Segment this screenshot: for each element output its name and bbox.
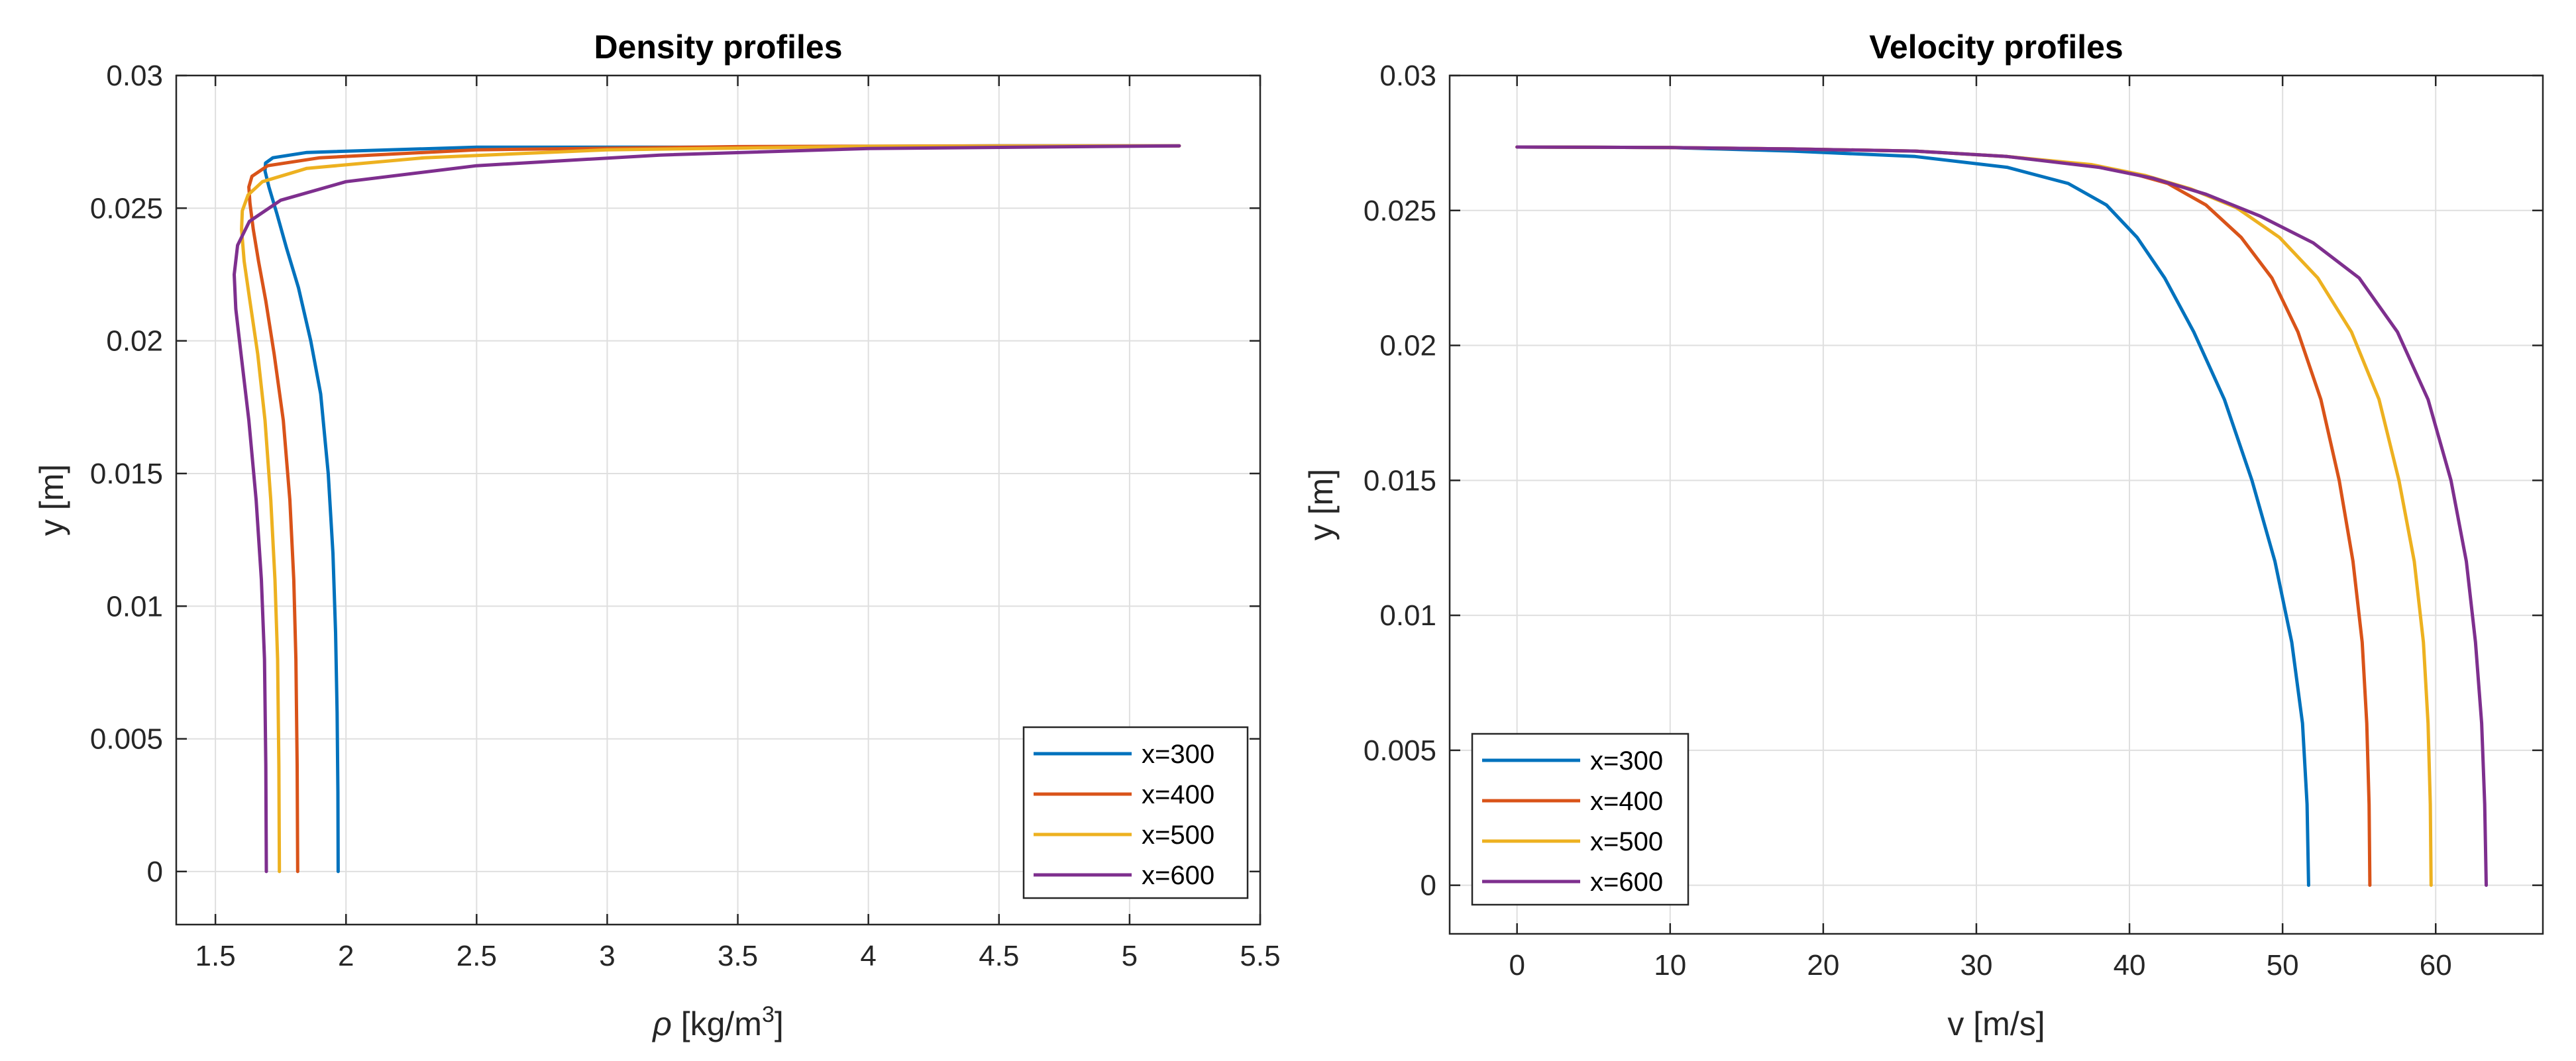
density-unit-exponent: 3	[762, 1002, 775, 1027]
velocity-x-tick-label: 60	[2420, 949, 2452, 982]
velocity-y-tick-label: 0.03	[1379, 60, 1436, 92]
density-series-x-500	[240, 144, 1181, 874]
velocity-x-tick-label: 40	[2114, 949, 2146, 982]
velocity-series-x-600	[1515, 145, 2488, 887]
density-series-x-400	[247, 144, 1181, 874]
density-unit: [kg/m	[672, 1005, 762, 1042]
density-x-tick-label: 3	[599, 940, 615, 972]
velocity-y-tick-label: 0.025	[1364, 195, 1436, 227]
velocity-legend-label: x=500	[1590, 827, 1663, 856]
density-series-x-300	[263, 144, 1181, 874]
density-x-tick-label: 4.5	[979, 940, 1019, 972]
velocity-y-tick-label: 0.01	[1379, 599, 1436, 632]
velocity-x-tick-label: 0	[1509, 949, 1525, 982]
density-x-tick-label: 3.5	[718, 940, 758, 972]
velocity-y-tick-label: 0.02	[1379, 330, 1436, 362]
velocity-series-x-300	[1515, 145, 2310, 887]
density-y-tick-label: 0	[147, 856, 163, 888]
density-y-tick-label: 0.03	[106, 60, 163, 92]
velocity-y-tick-label: 0	[1421, 870, 1436, 902]
density-y-axis-label: y [m]	[33, 464, 70, 536]
density-unit-close: ]	[775, 1005, 784, 1042]
velocity-x-tick-label: 10	[1654, 949, 1686, 982]
density-chart: 1.5 2 2.5 3 3.5 4 4.5 5 5.5 0 0.005 0.01 0.015 0.02 0.…	[33, 28, 1281, 1042]
density-x-tick-label: 2.5	[456, 940, 497, 972]
density-legend: x=300 x=400 x=500 x=600	[1022, 726, 1249, 899]
velocity-x-tick-label: 50	[2267, 949, 2299, 982]
density-legend-label: x=400	[1142, 780, 1214, 809]
density-y-tick-label: 0.025	[90, 192, 163, 225]
density-axes-frame	[175, 74, 1261, 926]
velocity-x-tick-label: 20	[1807, 949, 1839, 982]
velocity-legend-label: x=300	[1590, 746, 1663, 776]
velocity-x-axis-label: v [m/s]	[1947, 1005, 2045, 1042]
density-series-x-600	[233, 144, 1181, 874]
density-legend-label: x=500	[1142, 821, 1214, 850]
density-y-tick-label: 0.01	[106, 590, 163, 623]
velocity-legend: x=300 x=400 x=500 x=600	[1471, 733, 1690, 906]
density-chart-title: Density profiles	[594, 28, 842, 66]
density-y-tick-label: 0.02	[106, 325, 163, 358]
density-x-tick-label: 5.5	[1240, 940, 1280, 972]
velocity-legend-label: x=400	[1590, 787, 1663, 816]
density-x-tick-label: 2	[338, 940, 354, 972]
rho-symbol: ρ	[651, 1005, 672, 1042]
density-x-axis-label: ρ [kg/m3]	[651, 1002, 784, 1042]
velocity-y-axis-label: y [m]	[1303, 469, 1340, 540]
velocity-chart-title: Velocity profiles	[1869, 28, 2123, 66]
velocity-chart: 0 10 20 30 40 50 60 0 0.005 0.01 0.015 0.02 0.025 0.0…	[1303, 28, 2544, 1042]
density-legend-label: x=300	[1142, 740, 1214, 769]
density-x-tick-label: 4	[860, 940, 876, 972]
velocity-legend-label: x=600	[1590, 868, 1663, 897]
density-x-tick-label: 1.5	[195, 940, 236, 972]
density-y-tick-label: 0.005	[90, 723, 163, 756]
velocity-y-tick-label: 0.005	[1364, 734, 1436, 767]
velocity-axes-frame	[1448, 74, 2544, 935]
velocity-y-tick-label: 0.015	[1364, 464, 1436, 497]
density-x-tick-label: 5	[1122, 940, 1138, 972]
density-y-tick-label: 0.015	[90, 458, 163, 490]
density-legend-label: x=600	[1142, 861, 1214, 890]
velocity-x-tick-label: 30	[1960, 949, 1992, 982]
